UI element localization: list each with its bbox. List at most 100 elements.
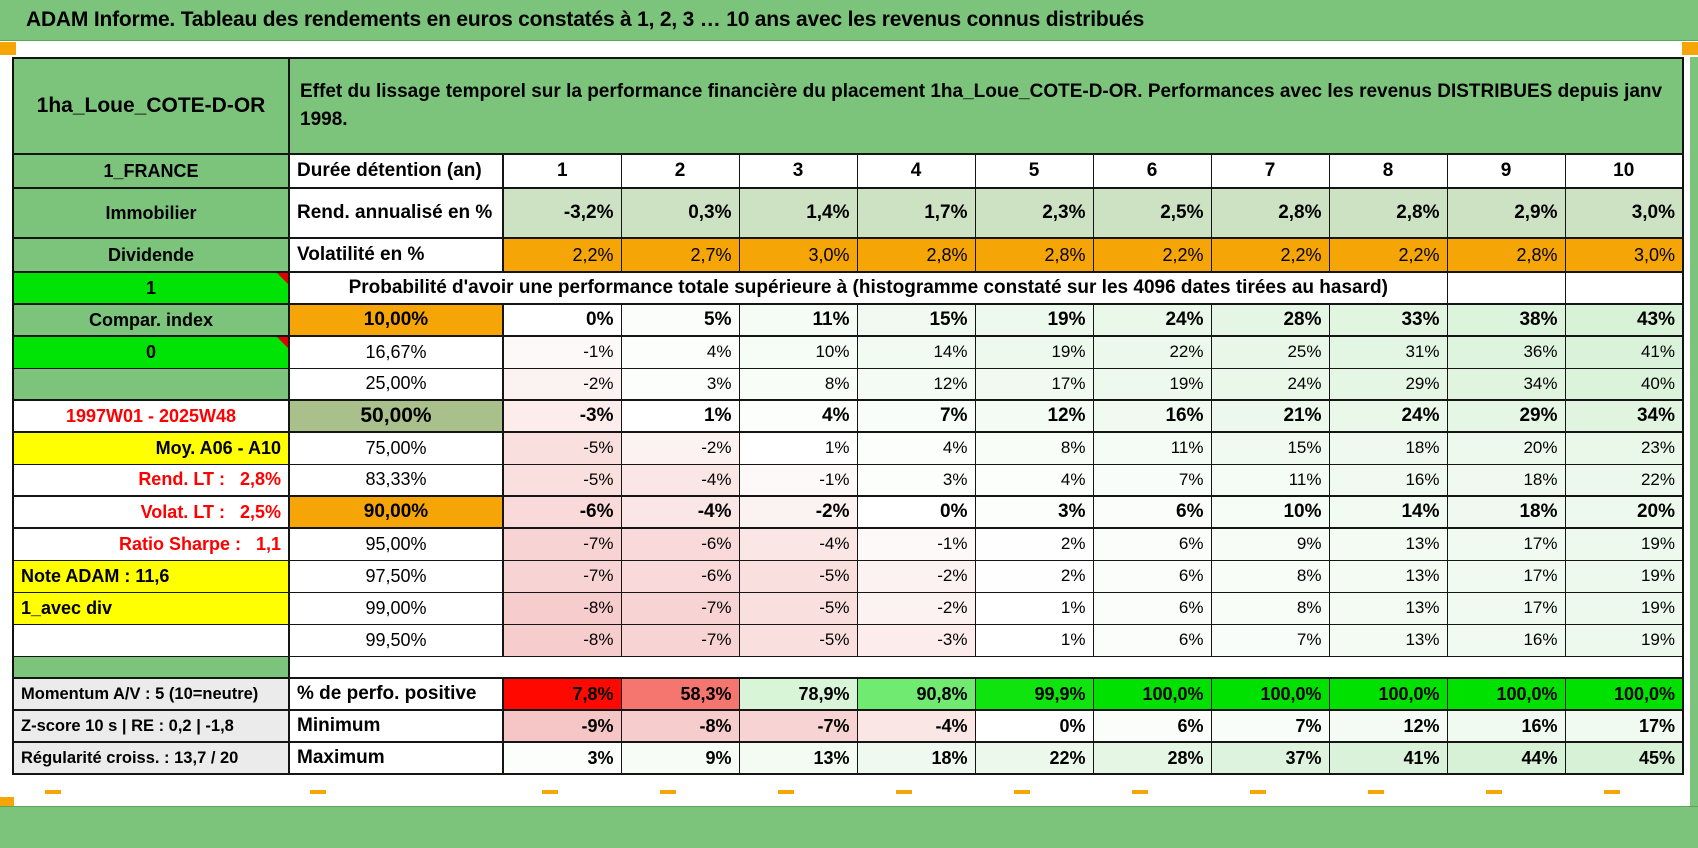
- stat-value-cell[interactable]: 16%: [1446, 709, 1566, 743]
- volat-value-cell[interactable]: 2,2%: [1092, 237, 1212, 273]
- prob-value-cell[interactable]: 4%: [974, 463, 1094, 497]
- stat-value-cell[interactable]: 58,3%: [620, 677, 740, 711]
- stat-value-cell[interactable]: 90,8%: [856, 677, 976, 711]
- rend-value-cell[interactable]: 2,3%: [974, 187, 1094, 239]
- stat-value-cell[interactable]: 9%: [620, 741, 740, 775]
- threshold-cell[interactable]: 10,00%: [288, 303, 504, 337]
- prob-value-cell[interactable]: 12%: [974, 399, 1094, 433]
- rend-value-cell[interactable]: -3,2%: [502, 187, 622, 239]
- row-label-cell[interactable]: Volat. LT : 2,5%: [12, 495, 290, 529]
- zone-label-cell[interactable]: 1_FRANCE: [12, 153, 290, 189]
- prob-value-cell[interactable]: -2%: [856, 559, 976, 593]
- prob-value-cell[interactable]: 0%: [856, 495, 976, 529]
- prob-value-cell[interactable]: 10%: [738, 335, 858, 369]
- prob-value-cell[interactable]: 16%: [1446, 623, 1566, 657]
- prob-value-cell[interactable]: -7%: [620, 591, 740, 625]
- year-header-cell[interactable]: 1: [502, 153, 622, 189]
- prob-value-cell[interactable]: 31%: [1328, 335, 1448, 369]
- prob-value-cell[interactable]: 15%: [856, 303, 976, 337]
- stat-value-cell[interactable]: -8%: [620, 709, 740, 743]
- prob-value-cell[interactable]: 17%: [1446, 559, 1566, 593]
- stat-name-cell[interactable]: % de perfo. positive: [288, 677, 504, 711]
- stat-value-cell[interactable]: 45%: [1564, 741, 1684, 775]
- year-header-cell[interactable]: 2: [620, 153, 740, 189]
- prob-value-cell[interactable]: 19%: [1564, 559, 1684, 593]
- prob-value-cell[interactable]: -7%: [502, 559, 622, 593]
- prob-value-cell[interactable]: 20%: [1446, 431, 1566, 465]
- prob-value-cell[interactable]: 1%: [974, 623, 1094, 657]
- prob-value-cell[interactable]: 24%: [1210, 367, 1330, 401]
- prob-value-cell[interactable]: -4%: [620, 495, 740, 529]
- placement-name-cell[interactable]: 1ha_Loue_COTE-D-OR: [12, 57, 290, 155]
- prob-value-cell[interactable]: 29%: [1328, 367, 1448, 401]
- stat-name-cell[interactable]: Minimum: [288, 709, 504, 743]
- prob-value-cell[interactable]: 12%: [856, 367, 976, 401]
- prob-value-cell[interactable]: 19%: [1564, 527, 1684, 561]
- stat-value-cell[interactable]: -7%: [738, 709, 858, 743]
- prob-value-cell[interactable]: 38%: [1446, 303, 1566, 337]
- probability-header-cell[interactable]: Probabilité d'avoir une performance tota…: [288, 271, 1448, 305]
- prob-value-cell[interactable]: 7%: [1210, 623, 1330, 657]
- prob-value-cell[interactable]: -1%: [738, 463, 858, 497]
- row-label-cell[interactable]: Moy. A06 - A10: [12, 431, 290, 465]
- prob-value-cell[interactable]: 7%: [856, 399, 976, 433]
- prob-value-cell[interactable]: 3%: [974, 495, 1094, 529]
- description-cell[interactable]: Effet du lissage temporel sur la perform…: [288, 57, 1684, 155]
- volat-value-cell[interactable]: 3,0%: [1564, 237, 1684, 273]
- prob-value-cell[interactable]: 3%: [620, 367, 740, 401]
- prob-value-cell[interactable]: 19%: [974, 303, 1094, 337]
- stat-name-cell[interactable]: Maximum: [288, 741, 504, 775]
- row-label-cell[interactable]: 1997W01 - 2025W48: [12, 399, 290, 433]
- prob-value-cell[interactable]: -5%: [738, 591, 858, 625]
- prob-value-cell[interactable]: 19%: [1092, 367, 1212, 401]
- prob-value-cell[interactable]: 19%: [1564, 591, 1684, 625]
- stat-value-cell[interactable]: 6%: [1092, 709, 1212, 743]
- rend-value-cell[interactable]: 1,4%: [738, 187, 858, 239]
- duration-label-cell[interactable]: Durée détention (an): [288, 153, 504, 189]
- prob-value-cell[interactable]: 17%: [974, 367, 1094, 401]
- prob-value-cell[interactable]: 24%: [1328, 399, 1448, 433]
- row-label-cell[interactable]: Compar. index: [12, 303, 290, 337]
- prob-value-cell[interactable]: 6%: [1092, 495, 1212, 529]
- stat-value-cell[interactable]: 18%: [856, 741, 976, 775]
- prob-value-cell[interactable]: 34%: [1446, 367, 1566, 401]
- prob-value-cell[interactable]: 15%: [1210, 431, 1330, 465]
- prob-value-cell[interactable]: 13%: [1328, 559, 1448, 593]
- prob-value-cell[interactable]: 7%: [1092, 463, 1212, 497]
- prob-value-cell[interactable]: 8%: [1210, 591, 1330, 625]
- year-header-cell[interactable]: 6: [1092, 153, 1212, 189]
- stat-value-cell[interactable]: 100,0%: [1210, 677, 1330, 711]
- prob-value-cell[interactable]: 43%: [1564, 303, 1684, 337]
- prob-value-cell[interactable]: -7%: [620, 623, 740, 657]
- prob-value-cell[interactable]: 11%: [1210, 463, 1330, 497]
- year-header-cell[interactable]: 3: [738, 153, 858, 189]
- stat-value-cell[interactable]: 12%: [1328, 709, 1448, 743]
- stat-label-cell[interactable]: Momentum A/V : 5 (10=neutre): [12, 677, 290, 711]
- year-header-cell[interactable]: 4: [856, 153, 976, 189]
- prob-value-cell[interactable]: 4%: [856, 431, 976, 465]
- prob-value-cell[interactable]: 16%: [1328, 463, 1448, 497]
- stat-value-cell[interactable]: 7%: [1210, 709, 1330, 743]
- row-label-cell[interactable]: Ratio Sharpe : 1,1: [12, 527, 290, 561]
- threshold-cell[interactable]: 90,00%: [288, 495, 504, 529]
- prob-value-cell[interactable]: 17%: [1446, 591, 1566, 625]
- row-label-cell[interactable]: [12, 623, 290, 657]
- year-header-cell[interactable]: 8: [1328, 153, 1448, 189]
- prob-value-cell[interactable]: 20%: [1564, 495, 1684, 529]
- stat-value-cell[interactable]: -9%: [502, 709, 622, 743]
- prob-value-cell[interactable]: 19%: [1564, 623, 1684, 657]
- threshold-cell[interactable]: 25,00%: [288, 367, 504, 401]
- threshold-cell[interactable]: 75,00%: [288, 431, 504, 465]
- threshold-cell[interactable]: 95,00%: [288, 527, 504, 561]
- income-label-cell[interactable]: Dividende: [12, 237, 290, 273]
- prob-value-cell[interactable]: 24%: [1092, 303, 1212, 337]
- prob-value-cell[interactable]: 2%: [974, 527, 1094, 561]
- row-label-cell[interactable]: [12, 367, 290, 401]
- stat-label-cell[interactable]: Régularité croiss. : 13,7 / 20: [12, 741, 290, 775]
- flag-cell[interactable]: 1: [12, 271, 290, 305]
- stat-value-cell[interactable]: 99,9%: [974, 677, 1094, 711]
- prob-value-cell[interactable]: 11%: [1092, 431, 1212, 465]
- prob-value-cell[interactable]: -2%: [856, 591, 976, 625]
- prob-value-cell[interactable]: 1%: [620, 399, 740, 433]
- prob-value-cell[interactable]: -2%: [738, 495, 858, 529]
